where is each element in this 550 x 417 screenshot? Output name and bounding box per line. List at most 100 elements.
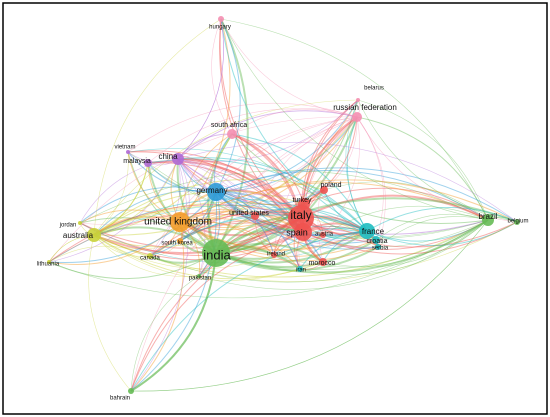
country-node [375,244,381,250]
link [300,194,489,221]
link [211,18,233,135]
country-label: belarus [364,86,384,92]
link [130,252,217,392]
link [322,205,489,236]
link [215,191,301,270]
country-node [359,223,375,239]
link [179,210,304,233]
link [231,133,368,232]
link [366,207,518,232]
link [220,18,358,118]
link [93,190,305,236]
link [179,116,358,242]
link [93,234,275,269]
link [88,234,132,392]
link [215,116,358,193]
link [177,158,275,256]
link [215,219,489,274]
link [366,221,518,246]
country-label: hungary [209,25,231,31]
link [127,102,358,153]
link [147,160,302,219]
link [322,116,360,236]
link [177,158,190,242]
link [198,231,304,277]
country-label: france [362,227,385,236]
link [179,220,301,270]
link [179,221,324,248]
country-label: australia [63,231,94,240]
country-label: italy [290,208,311,222]
link [177,157,368,232]
link [323,181,489,221]
link [93,158,179,236]
link [215,99,359,254]
link [303,116,358,205]
link [93,162,149,236]
country-label: united states [229,210,269,217]
link [79,209,181,224]
link [149,158,181,257]
country-node [47,260,51,264]
country-label: south korea [161,241,193,247]
link [130,116,358,392]
link [79,217,217,254]
link [377,216,489,248]
country-node [144,159,152,167]
country-node [482,214,494,226]
link [93,201,377,241]
link [220,18,489,221]
link [79,217,302,249]
link [179,217,302,237]
link [48,252,217,280]
link [273,254,324,266]
link [93,234,181,250]
link [149,116,358,257]
country-node [202,239,230,267]
link [198,217,302,277]
link [346,116,368,232]
link [215,170,489,221]
link [127,150,302,219]
country-label: vietnam [114,145,135,151]
link [198,219,489,290]
link [215,99,359,193]
link [79,116,358,226]
link [254,116,358,217]
link [179,221,368,252]
link [127,148,368,232]
link [299,230,368,270]
country-label: jordan [59,223,77,229]
link [130,221,185,392]
country-label: russian federation [333,103,397,112]
link [299,219,489,275]
link [48,191,217,264]
country-node [251,212,259,220]
link [93,204,379,248]
link [93,178,325,236]
link [79,170,489,224]
country-node [128,388,134,394]
link [375,213,489,241]
link [179,182,489,223]
link [48,245,151,263]
link [93,226,217,254]
country-label: india [203,247,231,262]
country-label: bahrain [110,396,130,402]
link [177,158,305,206]
country-node [172,153,184,165]
link [93,231,304,261]
link [177,99,359,162]
link [127,151,217,193]
link [179,218,324,263]
link [215,167,518,223]
country-node [87,228,101,242]
link [48,116,358,263]
country-node [319,258,327,266]
country-node [297,266,303,272]
link [215,191,379,250]
link [147,162,304,233]
link [215,191,324,263]
country-label: malaysia [123,158,151,165]
